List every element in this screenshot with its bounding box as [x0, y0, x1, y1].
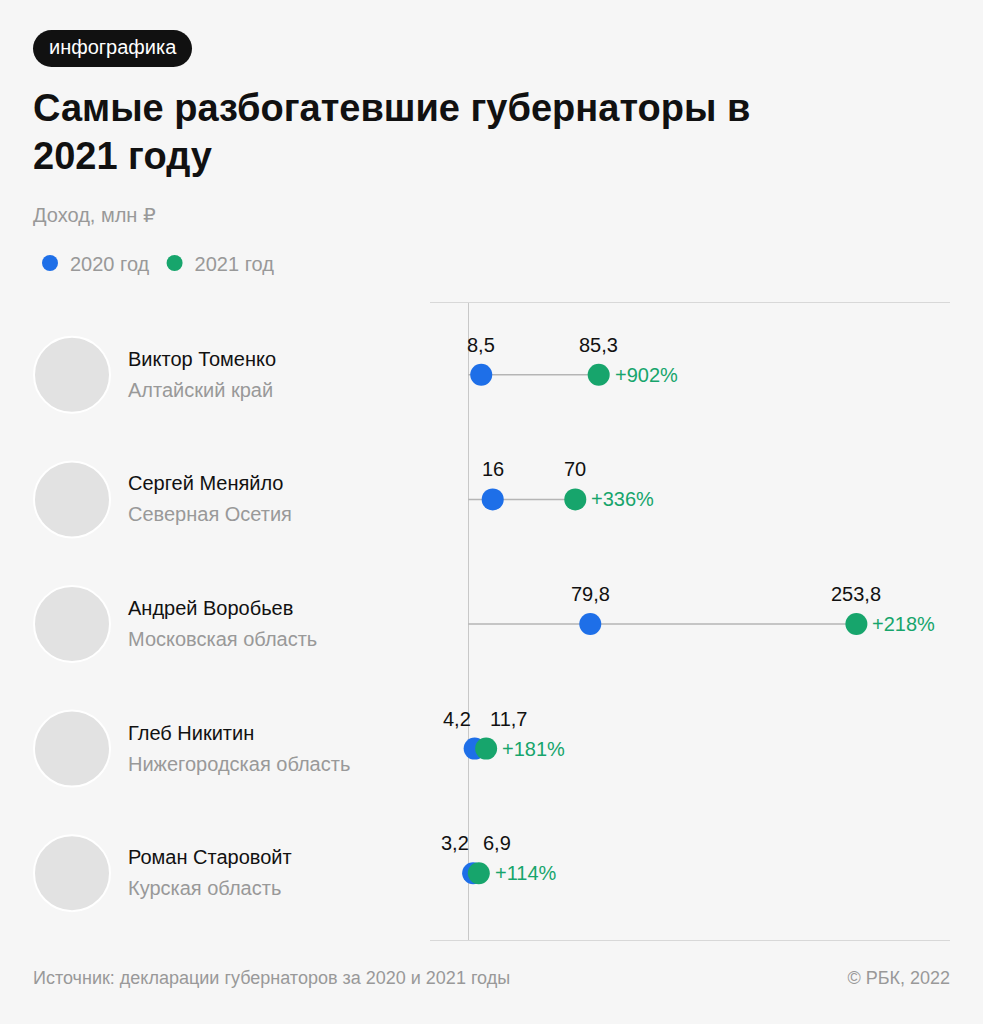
svg-text:16: 16 — [482, 458, 504, 480]
svg-text:Московская область: Московская область — [128, 628, 317, 650]
html-text:инфографика: инфографика — [49, 36, 177, 58]
html-text:Самые разбогатевшие губернатор: Самые разбогатевшие губернаторы в 2021 г… — [33, 87, 751, 177]
svg-text:2020 год: 2020 год — [70, 253, 150, 275]
svg-text:11,7: 11,7 — [490, 708, 527, 730]
svg-text:+114%: +114% — [495, 862, 557, 884]
svg-text:70: 70 — [564, 458, 586, 480]
html-text:© РБК, 2022: © РБК, 2022 — [847, 968, 950, 988]
svg-text:Роман Старовойт: Роман Старовойт — [128, 846, 292, 868]
svg-text:85,3: 85,3 — [579, 334, 618, 356]
svg-text:Андрей Воробьев: Андрей Воробьев — [128, 597, 293, 619]
svg-text:Виктор Томенко: Виктор Томенко — [128, 348, 276, 370]
svg-text:+181%: +181% — [502, 738, 565, 760]
svg-text:8,5: 8,5 — [467, 334, 495, 356]
svg-text:Северная Осетия: Северная Осетия — [128, 503, 292, 525]
svg-text:2021 год: 2021 год — [195, 253, 275, 275]
svg-text:Глеб Никитин: Глеб Никитин — [128, 722, 254, 744]
svg-text:253,8: 253,8 — [831, 583, 881, 605]
svg-text:4,2: 4,2 — [443, 708, 471, 730]
svg-text:+336%: +336% — [591, 488, 654, 510]
svg-text:79,8: 79,8 — [571, 583, 610, 605]
svg-text:Алтайский край: Алтайский край — [128, 379, 273, 401]
html-text:Доход, млн ₽: Доход, млн ₽ — [33, 204, 156, 226]
svg-text:Нижегородская область: Нижегородская область — [128, 753, 350, 775]
html-text:Источник: декларации губернато: Источник: декларации губернаторов за 202… — [33, 968, 511, 988]
svg-text:+902%: +902% — [615, 364, 678, 386]
svg-text:+218%: +218% — [872, 613, 935, 635]
svg-text:Курская область: Курская область — [128, 877, 281, 899]
svg-text:6,9: 6,9 — [483, 832, 511, 854]
svg-text:Сергей Меняйло: Сергей Меняйло — [128, 472, 283, 494]
svg-text:3,2: 3,2 — [441, 832, 469, 854]
